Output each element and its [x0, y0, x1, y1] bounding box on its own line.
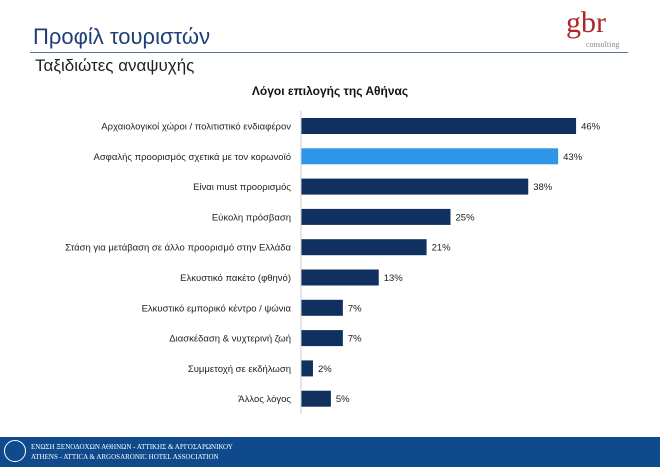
data-label: 7%	[348, 334, 362, 345]
category-label: Στάση για μετάβαση σε άλλο προορισμό στη…	[65, 243, 291, 254]
bar-chart: Αρχαιολογικοί χώροι / πολιτιστικό ενδιαφ…	[65, 111, 601, 414]
bar	[301, 208, 451, 225]
data-label: 5%	[336, 394, 350, 405]
data-label: 25%	[456, 212, 476, 223]
category-label: Είναι must προορισμός	[193, 182, 291, 193]
data-label: 38%	[533, 182, 553, 193]
category-label: Αρχαιολογικοί χώροι / πολιτιστικό ενδιαφ…	[101, 122, 291, 133]
data-label: 2%	[318, 364, 332, 375]
association-emblem-icon	[4, 440, 26, 462]
footer-line-english: ATHENS - ATTICA & ARGOSARONIC HOTEL ASSO…	[31, 453, 219, 461]
footer-banner: ΕΝΩΣΗ ΞΕΝΟΔΟΧΩΝ ΑΘΗΝΩΝ - ΑΤΤΙΚΗΣ & ΑΡΓΟΣ…	[0, 437, 660, 467]
page-title: Προφίλ τουριστών	[33, 24, 211, 49]
bar	[301, 269, 379, 286]
category-label: Εύκολη πρόσβαση	[212, 212, 291, 223]
bar	[301, 239, 427, 256]
chart-title: Λόγοι επιλογής της Αθήνας	[251, 84, 409, 98]
bar	[301, 390, 331, 407]
data-label: 21%	[432, 243, 452, 254]
data-label: 43%	[563, 152, 583, 163]
category-label: Ελκυστικό εμπορικό κέντρο / ψώνια	[142, 303, 292, 314]
category-label: Άλλος λόγος	[238, 394, 291, 405]
category-label: Συμμετοχή σε εκδήλωση	[188, 364, 291, 375]
page-subtitle: Ταξιδιώτες αναψυχής	[35, 56, 195, 75]
category-label: Διασκέδαση & νυχτερινή ζωή	[169, 334, 291, 345]
category-label: Ελκυστικό πακέτο (φθηνό)	[180, 273, 291, 284]
bar	[301, 299, 343, 316]
bar	[301, 178, 529, 195]
bar	[301, 148, 559, 165]
bar	[301, 360, 313, 377]
data-label: 46%	[581, 122, 601, 133]
bar	[301, 330, 343, 347]
data-label: 7%	[348, 303, 362, 314]
title-divider	[30, 52, 628, 53]
data-label: 13%	[384, 273, 404, 284]
category-label: Ασφαλής προορισμός σχετικά με τον κορωνο…	[93, 152, 291, 163]
bar	[301, 118, 577, 134]
gbr-logo: gbr	[566, 6, 606, 39]
gbr-logo-sub: consulting	[586, 40, 620, 49]
footer-line-greek: ΕΝΩΣΗ ΞΕΝΟΔΟΧΩΝ ΑΘΗΝΩΝ - ΑΤΤΙΚΗΣ & ΑΡΓΟΣ…	[31, 443, 233, 451]
